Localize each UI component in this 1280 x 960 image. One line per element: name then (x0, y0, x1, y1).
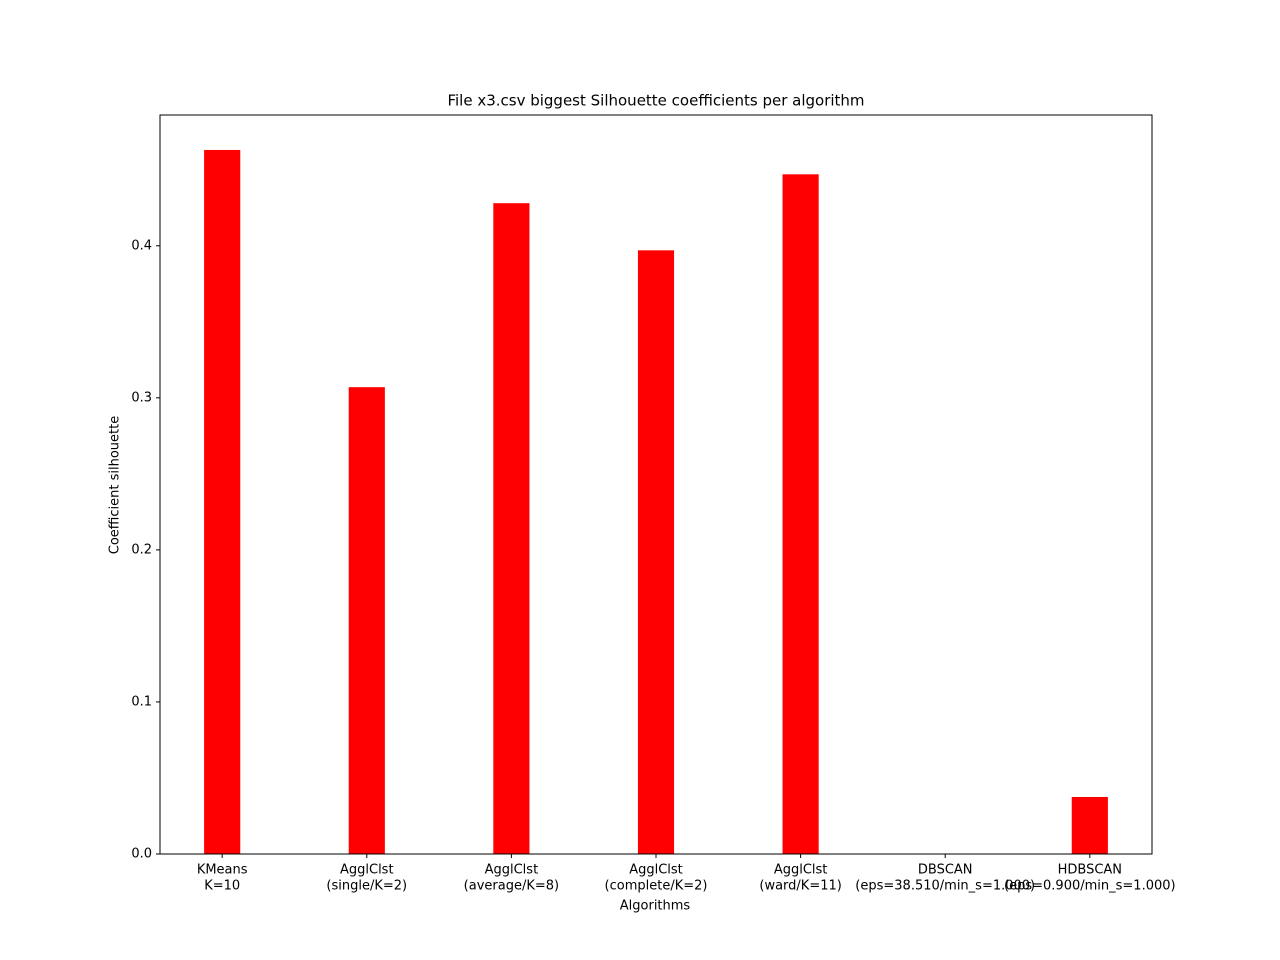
x-tick-label: (eps=0.900/min_s=1.000) (1004, 879, 1176, 894)
x-tick-label: AgglClst (340, 863, 394, 878)
chart-title: File x3.csv biggest Silhouette coefficie… (447, 92, 864, 110)
y-axis-label: Coefficient silhouette (108, 416, 123, 554)
x-tick-label: AgglClst (774, 863, 828, 878)
bar (493, 203, 530, 854)
x-tick-label: K=10 (204, 879, 240, 894)
y-tick-label: 0.4 (131, 238, 152, 253)
x-tick-label: HDBSCAN (1058, 863, 1122, 878)
y-tick-label: 0.3 (131, 390, 152, 405)
x-tick-label: AgglClst (485, 863, 539, 878)
y-tick-label: 0.1 (131, 694, 152, 709)
bar (204, 149, 241, 854)
bar (637, 250, 675, 854)
x-tick-label: AgglClst (629, 863, 683, 878)
y-tick-label: 0.2 (131, 542, 152, 557)
bar (782, 174, 819, 854)
x-tick-label: DBSCAN (918, 863, 973, 878)
x-tick-label: (single/K=2) (326, 879, 407, 894)
x-tick-label: (average/K=8) (464, 879, 559, 894)
bar (348, 387, 385, 854)
y-tick-label: 0.0 (131, 847, 152, 862)
x-tick-label: (ward/K=11) (759, 879, 841, 894)
x-tick-label: KMeans (197, 863, 248, 878)
plot-frame (159, 114, 1153, 855)
x-tick-label: (eps=38.510/min_s=1.000) (855, 879, 1035, 894)
x-axis-label: Algorithms (620, 899, 691, 914)
bar (1071, 796, 1108, 854)
x-tick-label: (complete/K=2) (605, 879, 708, 894)
